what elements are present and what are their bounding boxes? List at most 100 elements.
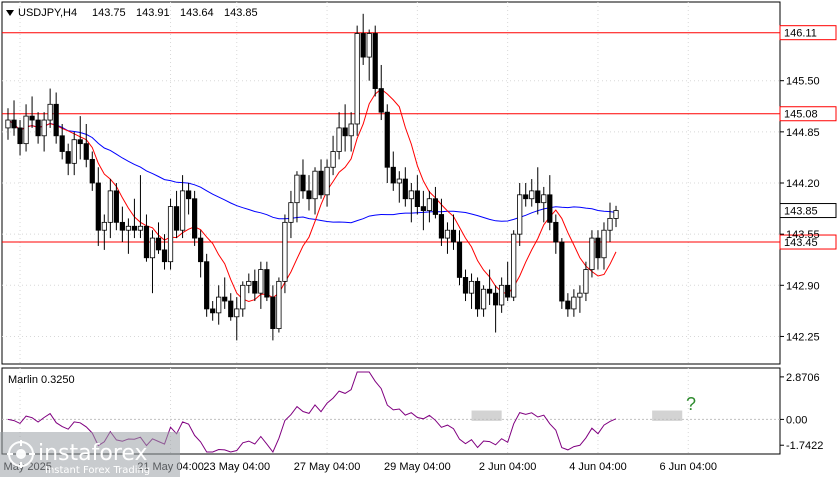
candle-bear [300,174,306,192]
candle-bear [119,221,125,231]
time-tick-label: 4 Jun 04:00 [569,461,627,473]
time-tick-label: 29 May 04:00 [384,461,451,473]
candle-bear [270,296,276,329]
candle-bear [83,143,89,160]
time-tick-label: 23 May 04:00 [203,461,270,473]
candle-bull [408,190,414,200]
price-tick-label: 142.25 [786,331,820,343]
level-price-box [779,25,837,41]
candle-bear [89,158,95,184]
candle-bear [432,198,439,215]
candle-bull [336,127,342,152]
candle-bear [535,190,541,204]
candle-bull [529,190,535,200]
candle-bear [131,225,138,231]
candle-bear [474,280,481,310]
candle-bear [505,284,511,298]
candle-bull [426,198,433,211]
candle-bull [577,292,583,298]
candle-bear [462,277,469,294]
candle-bull [444,229,451,239]
indicator-highlight-zone [471,410,502,421]
indicator-annotation: ? [686,394,696,414]
candle-bull [511,233,517,298]
candle-bear [95,182,101,231]
candle-bear [65,151,71,164]
ohlc-low: 143.64 [180,7,214,19]
candle-bull [601,229,607,259]
candle-bull [354,33,360,125]
candle-bear [390,166,396,184]
candles [5,13,619,341]
price-axis: 142.25 142.90 143.55 144.20 144.85 145.50 [780,76,820,343]
price-tick-label: 144.20 [786,178,820,190]
candle-bear [486,288,493,294]
candle-bull [149,237,156,259]
level-price-box [779,234,837,250]
symbol-menu-icon[interactable] [6,10,14,16]
candle-bull [366,33,372,58]
indicator-tick-label: -1.7422 [786,440,823,452]
candle-bear [420,206,426,211]
candle-bear [438,214,445,239]
candle-bear [252,280,258,294]
candle-bull [288,202,294,223]
candle-bear [306,190,312,200]
candle-bear [372,33,378,89]
horizontal-levels: 146.11 145.08 143.45 143.85 [2,25,837,250]
candle-bear [450,229,457,243]
candle-bear [161,249,168,263]
candle-bear [35,119,41,137]
indicator-label: Marlin 0.3250 [8,374,75,386]
candle-bear [59,135,65,152]
candle-bull [216,296,222,314]
candle-bull [571,296,577,310]
level-price-box [779,106,837,122]
indicator-axis: 2.8706 0.00 -1.7422 [780,372,823,452]
candle-bear [222,296,228,302]
candle-bull [5,119,11,129]
candle-bull [312,170,318,200]
candle-bull [47,103,53,121]
price-tick-label: 142.90 [786,280,820,292]
watermark-tagline: Instant Forex Trading [45,465,150,476]
ohlc-open: 143.75 [92,7,126,19]
indicator-highlight-zones [471,410,683,421]
candle-bull [583,269,589,294]
candle-bear [113,190,119,223]
candle-bear [318,170,324,196]
candle-bear [173,206,180,231]
time-tick-label: 6 Jun 04:00 [660,461,718,473]
candle-bear [264,269,270,298]
candle-bull [234,308,240,318]
candle-bear [414,190,420,208]
candle-bear [77,139,83,145]
current-price-label: 143.85 [784,206,818,218]
candle-bear [360,33,366,58]
candle-bear [17,127,23,145]
candle-bull [541,194,547,204]
candle-bear [198,237,204,263]
candle-bull [101,221,107,231]
candle-bull [23,115,29,145]
candle-bull [240,284,246,310]
candle-bull [330,151,336,168]
symbol-label: USDJPY,H4 [18,7,77,19]
watermark: instaforex Instant Forex Trading [0,432,180,477]
candle-bull [517,194,523,235]
ohlc-high: 143.91 [136,7,170,19]
candle-bull [282,221,288,282]
candle-bear [378,88,384,113]
watermark-logo-icon [7,440,35,468]
candle-bull [396,178,402,184]
candle-bear [210,308,216,314]
candle-bear [523,194,529,200]
candle-bull [468,280,475,294]
watermark-brand: instaforex [38,441,148,466]
candle-bull [125,225,131,231]
current-price-box [779,203,837,219]
candle-bear [456,241,463,278]
candle-bull [276,280,282,329]
candle-bear [53,103,59,137]
candle-bear [595,237,601,259]
